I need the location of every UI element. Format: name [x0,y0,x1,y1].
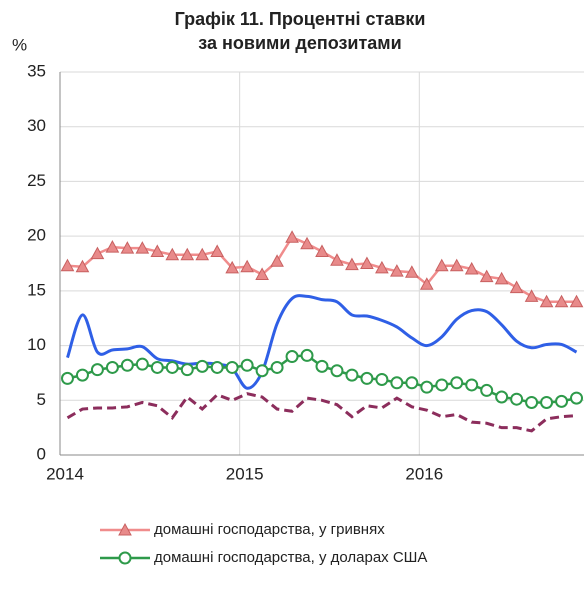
point [345,257,359,271]
point [554,294,569,308]
y-tick-label: 25 [27,171,46,190]
point [285,350,299,364]
point [360,256,374,269]
y-tick-label: 20 [27,226,46,245]
point [495,390,509,404]
point [510,392,524,406]
point [255,267,269,280]
point [405,376,419,390]
point [509,280,524,294]
point [315,244,329,257]
point [150,244,165,257]
point [435,378,449,392]
point [195,359,209,373]
y-tick-label: 5 [37,390,46,409]
point [450,376,464,390]
x-tick-label: 2016 [405,464,443,483]
point [105,360,119,374]
point [375,260,389,274]
point [270,360,284,374]
x-tick-label: 2014 [46,464,84,483]
point [120,241,135,254]
point [285,230,299,243]
point [90,363,104,377]
point [180,247,195,261]
y-tick-label: 10 [27,335,46,354]
point [420,380,434,394]
point [480,383,494,397]
point [569,294,584,308]
point [195,247,210,261]
point [225,260,240,274]
point [360,371,374,385]
point [60,258,75,272]
point [404,265,419,278]
series-line [66,392,577,433]
point [524,289,539,302]
point [300,236,314,250]
x-tick-label: 2015 [226,464,264,483]
point [570,391,584,405]
point [105,240,120,253]
point [315,359,329,373]
point [135,241,150,254]
legend-label: домашні господарства, у доларах США [154,549,427,566]
point [540,395,554,409]
point [210,360,224,374]
point [449,258,464,272]
y-axis-label: % [12,35,27,54]
series-line [66,294,578,390]
point [525,395,539,409]
point [330,364,344,378]
point [539,294,554,308]
legend-marker [118,551,132,565]
point [390,376,404,390]
legend-label: домашні господарства, у гривнях [154,521,385,538]
point [434,258,449,272]
chart-title: Графік 11. Процентні ставки [175,9,426,29]
point [210,244,225,257]
legend-marker [118,522,132,536]
point [225,360,239,374]
point [75,368,89,382]
y-tick-label: 15 [27,280,46,299]
point [419,277,434,290]
point [479,269,494,283]
point [300,348,314,362]
point [555,394,569,408]
point [135,357,149,371]
point [240,259,254,273]
point [90,246,105,260]
y-tick-label: 0 [37,444,46,463]
point [270,254,284,267]
point [390,264,404,277]
point [375,372,389,386]
chart-title: за новими депозитами [198,33,401,53]
point [165,360,179,374]
point [345,368,359,382]
point [150,360,164,374]
point [165,247,180,261]
y-tick-label: 30 [27,116,46,135]
point [494,271,509,285]
point [464,261,479,275]
point [240,358,254,372]
point [75,259,90,273]
point [255,364,269,378]
point [180,363,194,377]
y-tick-label: 35 [27,61,46,80]
point [60,371,74,385]
point [465,378,479,392]
point [120,358,134,372]
point [330,253,344,266]
